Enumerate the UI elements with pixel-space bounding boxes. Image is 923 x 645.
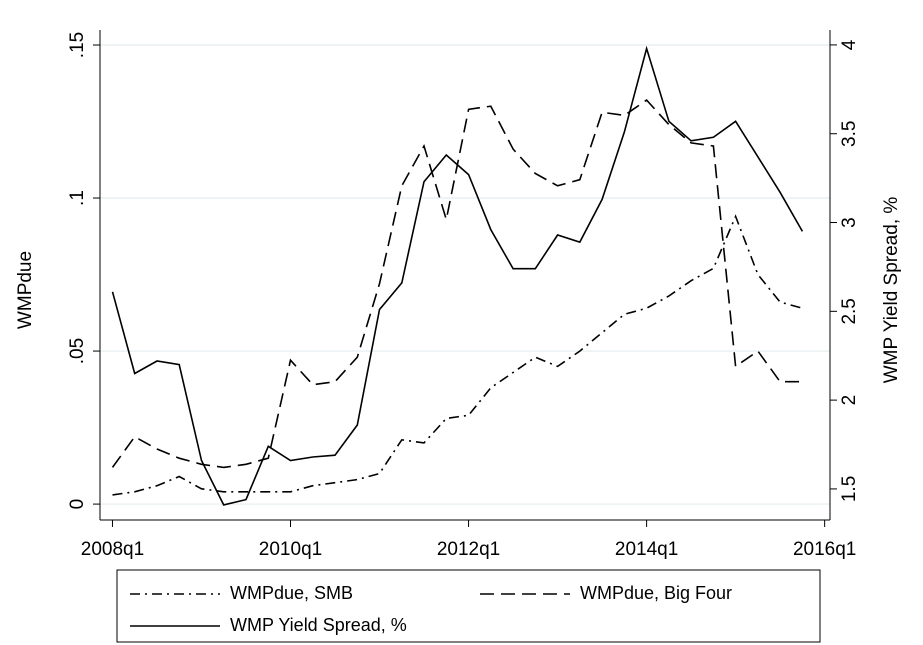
series-line <box>111 45 804 506</box>
x-tick-label: 2010q1 <box>259 539 322 560</box>
y2-axis-label: WMP Yield Spread, % <box>881 197 902 384</box>
series-line <box>112 214 803 496</box>
y2-tick-label: 2 <box>839 395 860 406</box>
y-tick-label: .05 <box>67 338 88 364</box>
x-tick-label: 2016q1 <box>793 539 856 560</box>
y-tick-label: 0 <box>67 499 88 510</box>
y-axis-label: WMPdue <box>15 251 36 329</box>
x-tick-label: 2012q1 <box>437 539 500 560</box>
y2-tick-label: 4 <box>839 39 860 50</box>
y2-tick-label: 3.5 <box>839 121 860 147</box>
legend-box <box>116 569 821 643</box>
legend-label: WMPdue, SMB <box>230 583 353 603</box>
x-tick-label: 2014q1 <box>615 539 678 560</box>
legend-label: WMP Yield Spread, % <box>230 615 407 635</box>
y2-tick-label: 2.5 <box>839 298 860 324</box>
x-tick-label: 2008q1 <box>81 539 144 560</box>
y2-tick-label: 3 <box>839 217 860 228</box>
y-tick-label: .15 <box>67 32 88 58</box>
y2-tick-label: 1.5 <box>839 476 860 502</box>
y-tick-label: .1 <box>67 190 88 206</box>
legend-label: WMPdue, Big Four <box>580 583 732 603</box>
